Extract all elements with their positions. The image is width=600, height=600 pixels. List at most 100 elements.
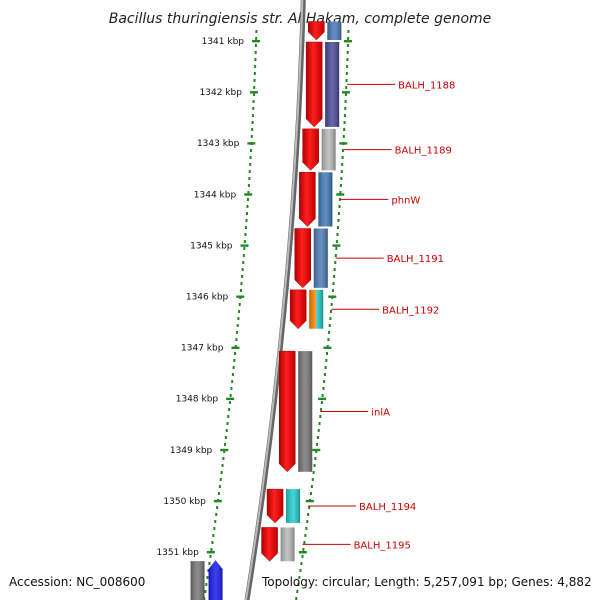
axis-dot: [241, 268, 244, 271]
axis-tick: [236, 295, 245, 298]
axis-dot: [226, 422, 229, 425]
axis-dot: [336, 233, 339, 236]
axis-dot: [240, 282, 243, 285]
axis-dot: [223, 450, 226, 453]
gene-box-shade: [321, 128, 336, 171]
axis-dot: [249, 156, 252, 159]
cds-arrow: [302, 128, 319, 171]
axis-dot: [212, 534, 215, 537]
axis-dot: [238, 303, 241, 306]
axis-dot: [237, 317, 240, 320]
axis-dot: [235, 338, 238, 341]
axis-dot: [305, 527, 308, 530]
axis-dot: [320, 408, 323, 411]
axis-dot: [250, 135, 253, 138]
axis-dot: [218, 485, 221, 488]
axis-dot: [210, 548, 213, 551]
cds-arrow: [278, 350, 296, 473]
axis-tick: [298, 551, 307, 554]
axis-dot: [343, 114, 346, 117]
axis-dot: [246, 198, 249, 201]
axis-dot: [225, 429, 228, 432]
cds-arrow: [299, 172, 316, 227]
axis-dot: [252, 93, 255, 96]
gene-label: phnW: [391, 195, 420, 206]
axis-tick: [231, 346, 240, 349]
axis-dot: [244, 233, 247, 236]
axis-dot: [243, 247, 246, 250]
axis-dot: [221, 464, 224, 467]
axis-dot: [341, 163, 344, 166]
tick-label: 1345 kbp: [190, 241, 233, 251]
axis-dot: [303, 541, 306, 544]
axis-tick: [323, 346, 332, 349]
tick-label: 1346 kbp: [186, 293, 229, 303]
axis-dot: [242, 261, 245, 264]
axis-dot: [217, 492, 220, 495]
axis-dot: [233, 359, 236, 362]
gene-label: BALH_1191: [387, 254, 444, 265]
axis-dot: [313, 464, 316, 467]
axis-dot: [228, 401, 231, 404]
gene-box-shade: [313, 228, 328, 288]
axis-dot: [332, 282, 335, 285]
axis-dot: [323, 380, 326, 383]
axis-dot: [306, 520, 309, 523]
axis-tick: [332, 244, 341, 247]
axis-tick: [213, 499, 222, 503]
axis-dot: [325, 359, 328, 362]
cds-arrow: [294, 228, 312, 289]
tick-label: 1343 kbp: [197, 139, 240, 149]
axis-tick: [344, 40, 353, 43]
axis-tick: [336, 193, 345, 196]
axis-dot: [340, 177, 343, 180]
axis-dot: [222, 457, 225, 460]
axis-dot: [298, 576, 301, 579]
axis-dot: [322, 387, 325, 390]
axis-dot: [251, 121, 254, 124]
tick-label: 1348 kbp: [176, 395, 219, 405]
axis-dot: [328, 331, 331, 334]
axis-dot: [323, 373, 326, 376]
axis-dot: [314, 457, 317, 460]
axis-dot: [231, 373, 234, 376]
gene-box-shade: [286, 489, 301, 523]
axis-dot: [339, 184, 342, 187]
axis-dot: [236, 331, 239, 334]
axis-tick: [240, 244, 249, 247]
axis-dot: [334, 254, 337, 257]
axis-dot: [326, 345, 329, 348]
axis-dot: [224, 436, 227, 439]
axis-dot: [247, 191, 250, 194]
axis-dot: [319, 415, 322, 418]
axis-dot: [245, 219, 248, 222]
genome-backbone-highlight: [245, 0, 304, 600]
axis-dot: [214, 520, 217, 523]
axis-dot: [251, 128, 254, 131]
axis-dot: [333, 268, 336, 271]
axis-dot: [307, 513, 310, 516]
axis-dot: [346, 51, 349, 54]
axis-tick: [341, 91, 350, 94]
axis-tick: [247, 142, 256, 145]
axis-dot: [255, 37, 258, 40]
axis-dot: [253, 86, 256, 89]
axis-tick: [318, 397, 327, 401]
axis-dot: [330, 310, 333, 313]
axis-dot: [311, 478, 314, 481]
axis-dot: [329, 317, 332, 320]
axis-dot: [317, 429, 320, 432]
axis-dot: [341, 156, 344, 159]
axis-dot: [343, 121, 346, 124]
axis-tick: [252, 40, 261, 43]
axis-dot: [301, 555, 304, 558]
gene-box-shade: [190, 561, 205, 600]
axis-dot: [249, 163, 252, 166]
axis-dot: [213, 527, 216, 530]
axis-dot: [334, 261, 337, 264]
axis-dot: [312, 471, 315, 474]
axis-dot: [220, 471, 223, 474]
gene-box-shade: [298, 351, 313, 472]
axis-dot: [247, 184, 250, 187]
axis-tick: [244, 193, 253, 196]
